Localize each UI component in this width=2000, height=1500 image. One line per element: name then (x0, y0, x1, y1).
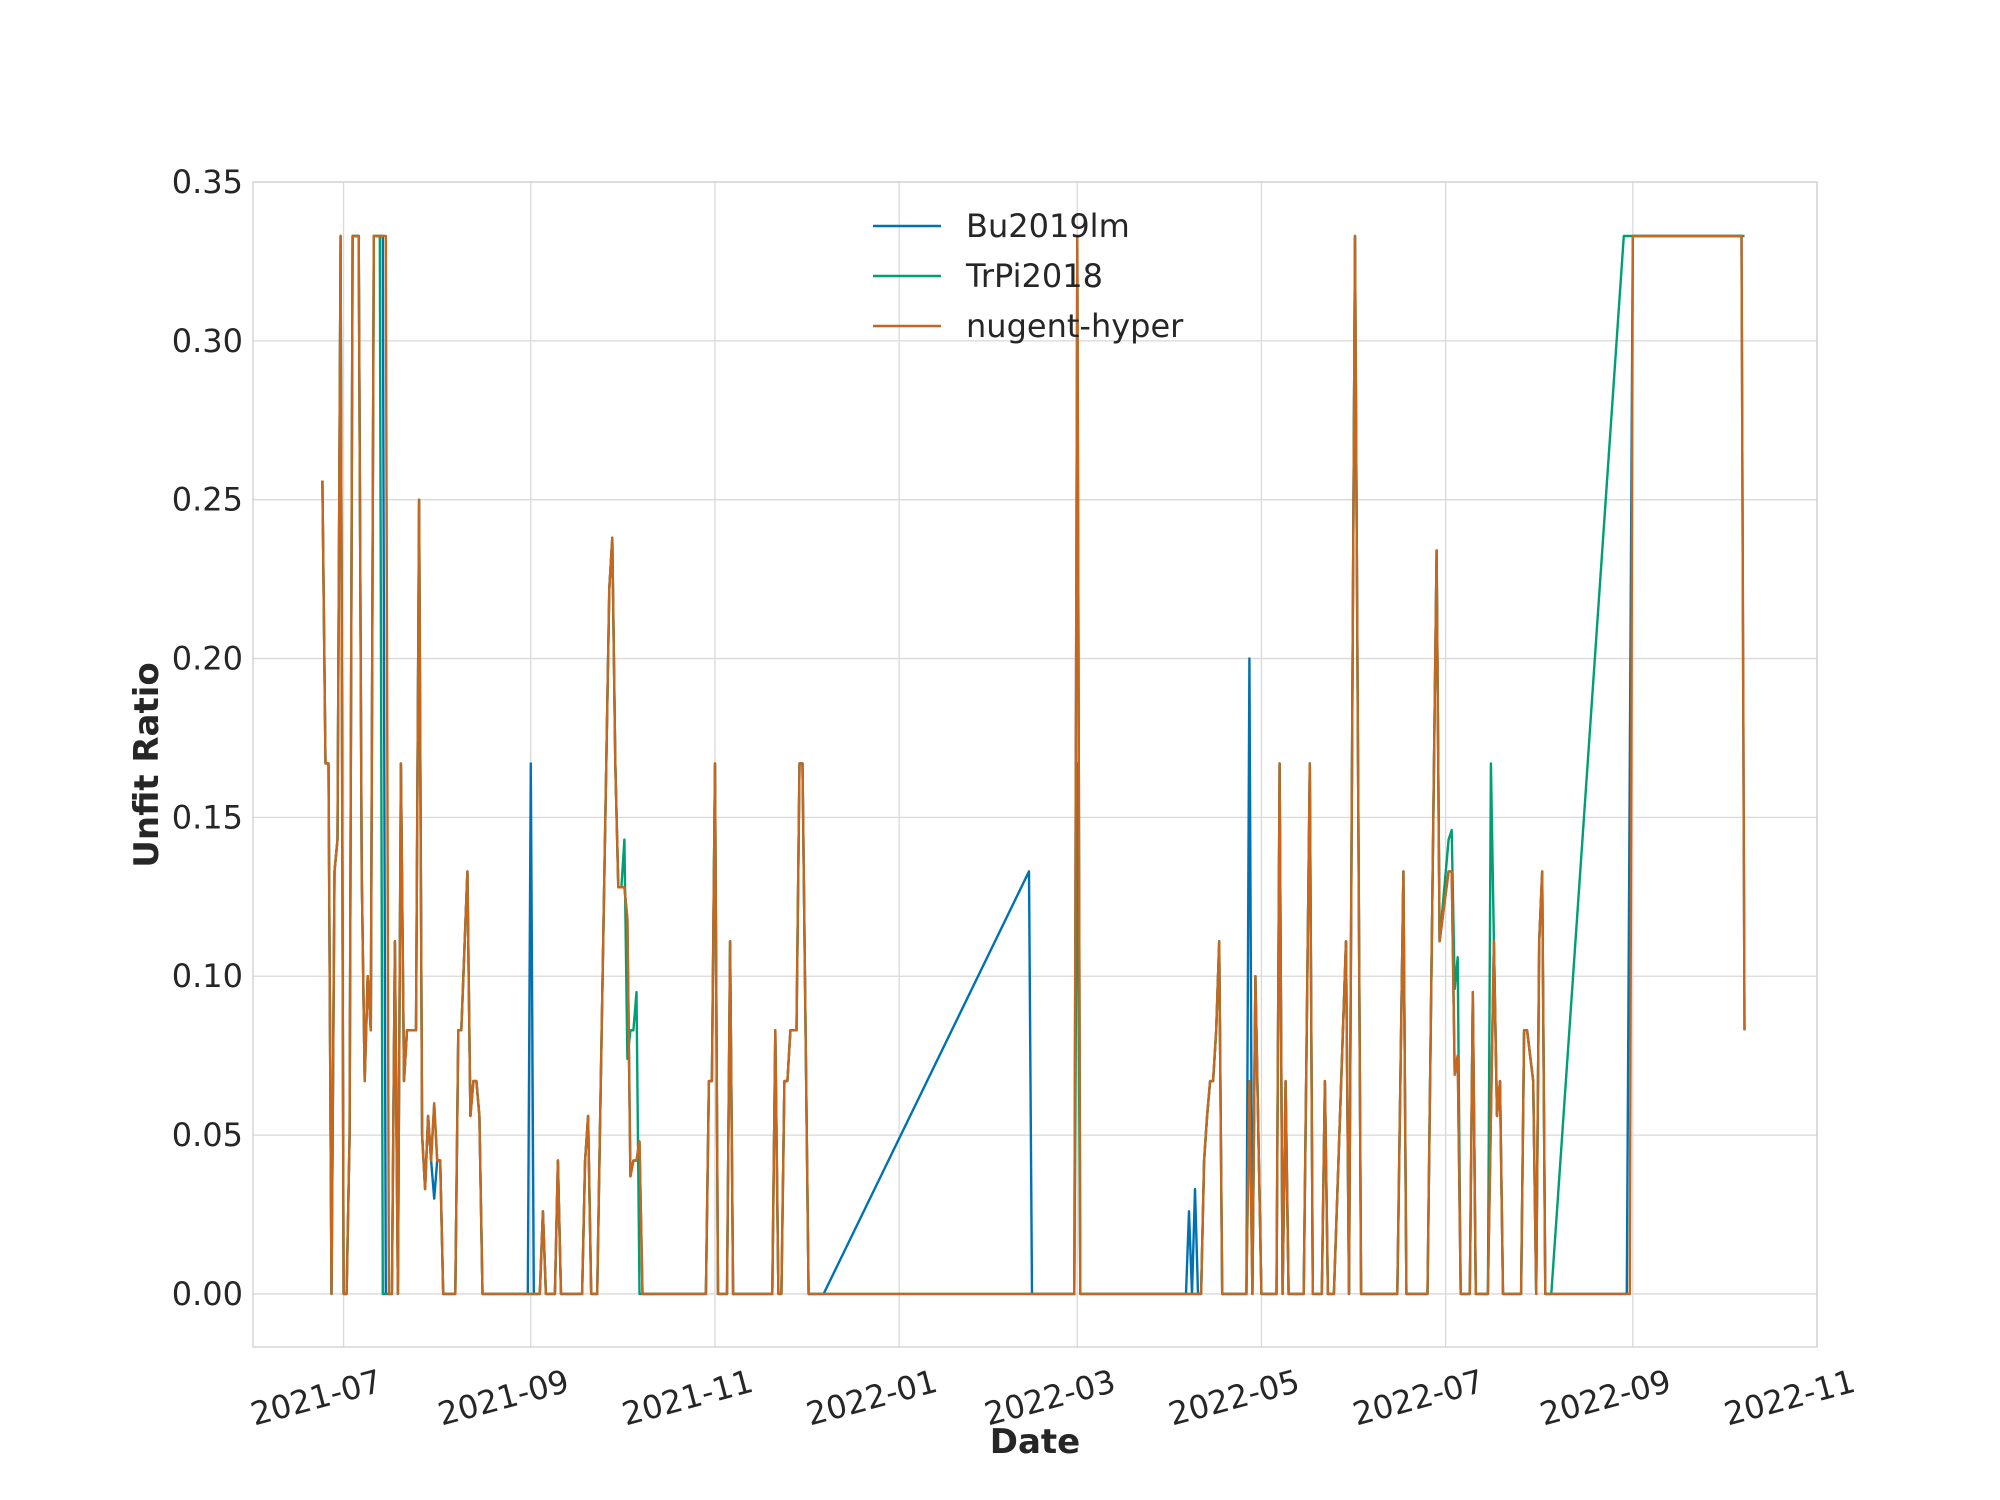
y-tick-label: 0.00 (172, 1275, 243, 1313)
y-tick-label: 0.10 (172, 957, 243, 995)
plot-area (253, 182, 1817, 1347)
y-axis-title: Unfit Ratio (127, 662, 167, 868)
y-tick-label: 0.30 (172, 322, 243, 360)
legend-label: Bu2019lm (966, 207, 1130, 245)
plot-frame (252, 181, 1818, 1348)
legend-label: TrPi2018 (965, 257, 1103, 295)
y-tick-label: 0.35 (172, 163, 243, 201)
legend: Bu2019lm TrPi2018 nugent-hyper (873, 207, 1184, 345)
y-tick-label: 0.05 (172, 1116, 243, 1154)
y-tick-label: 0.15 (172, 798, 243, 836)
series-line-nugent-hyper (321, 234, 1746, 1296)
y-tick-labels: 0.00 0.05 0.10 0.15 0.20 0.25 0.30 0.35 (172, 163, 243, 1313)
y-tick-label: 0.25 (172, 481, 243, 519)
legend-label: nugent-hyper (966, 307, 1184, 345)
series-lines (321, 234, 1746, 1296)
x-axis-title: Date (990, 1422, 1080, 1462)
y-tick-label: 0.20 (172, 640, 243, 678)
